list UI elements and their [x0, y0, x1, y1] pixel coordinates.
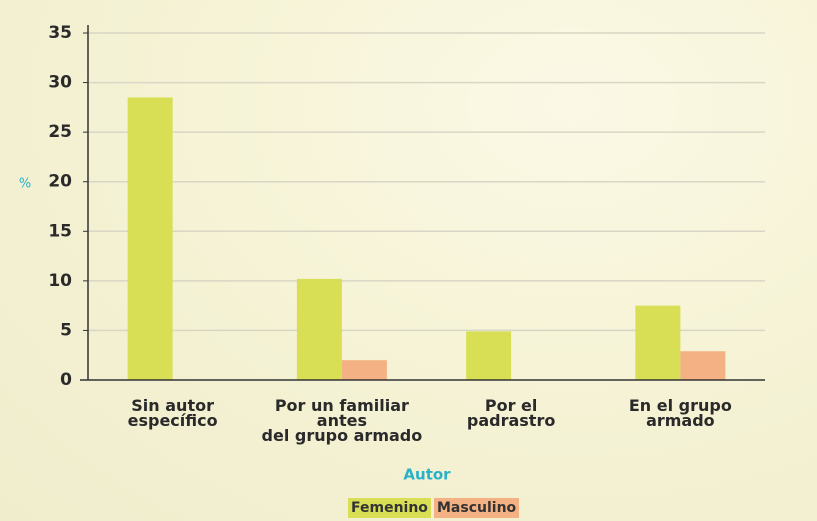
bar	[341, 360, 387, 380]
bar	[680, 351, 726, 380]
y-axis-label: %	[19, 177, 31, 192]
x-tick-label: En el grupo armado	[628, 396, 732, 430]
bar	[127, 97, 173, 380]
bar	[296, 278, 342, 380]
x-tick-label: Sin autor específico	[127, 396, 218, 430]
y-tick-label: 35	[48, 23, 72, 43]
y-tick-label: 10	[48, 271, 72, 291]
x-axis-label: Autor	[403, 466, 451, 484]
bar	[635, 305, 681, 380]
bar	[466, 331, 512, 380]
y-tick-label: 25	[48, 122, 72, 142]
x-tick-label: Por un familiar antes del grupo armado	[261, 396, 423, 445]
y-tick-label: 5	[60, 320, 72, 340]
y-tick-label: 15	[48, 221, 72, 241]
y-tick-label: 20	[48, 172, 72, 192]
y-tick-label: 30	[48, 73, 72, 93]
legend-entry: Masculino	[434, 498, 520, 518]
x-tick-label: Por el padrastro	[466, 396, 556, 430]
legend-entry: Femenino	[348, 498, 431, 518]
y-tick-label: 0	[60, 370, 72, 390]
